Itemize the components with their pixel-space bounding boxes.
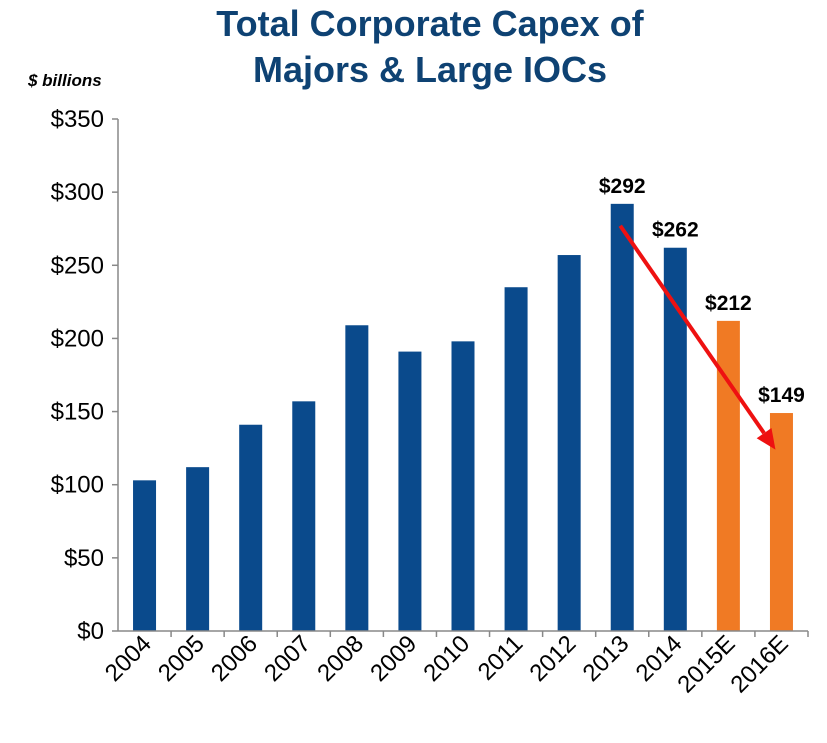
data-label-2015E: $212 — [705, 292, 752, 315]
x-tick-label: 2012 — [525, 630, 582, 687]
bar-2007 — [292, 401, 316, 631]
x-tick-label: 2005 — [153, 630, 210, 687]
chart-title-line-1: Total Corporate Capex of — [216, 3, 644, 44]
y-tick-label: $0 — [77, 618, 104, 645]
x-tick-label: 2009 — [365, 630, 422, 687]
data-labels: $292 $262 $212 $149 — [599, 175, 805, 407]
trend-arrow-head — [756, 428, 776, 450]
y-axis-ticks: $0 $50 $100 $150 $200 $250 $300 $350 — [51, 106, 118, 645]
bar-2014 — [663, 247, 687, 631]
x-axis-ticks: 2004200520062007200820092010201120122013… — [100, 630, 794, 698]
y-axis-unit-label: $ billions — [27, 71, 102, 90]
data-label-2016E: $149 — [758, 384, 805, 407]
y-tick-label: $350 — [51, 106, 104, 133]
y-tick-label: $300 — [51, 179, 104, 206]
x-tick-label: 2008 — [312, 630, 369, 687]
bar-2015E — [716, 320, 740, 631]
bars — [133, 203, 793, 632]
bar-2009 — [398, 351, 422, 631]
data-label-2014: $262 — [652, 219, 699, 242]
bar-2004 — [133, 480, 157, 631]
x-tick-label: 2015E — [672, 630, 740, 698]
y-tick-label: $200 — [51, 325, 104, 352]
bar-2013 — [610, 203, 634, 632]
bar-2011 — [504, 287, 528, 631]
data-label-2013: $292 — [599, 175, 646, 198]
bar-2012 — [557, 255, 581, 631]
x-tick-label: 2013 — [578, 630, 635, 687]
y-tick-label: $250 — [51, 252, 104, 279]
bar-2010 — [451, 341, 475, 631]
axes — [117, 119, 809, 637]
bar-2005 — [186, 467, 210, 631]
trend-arrow — [618, 224, 776, 450]
trend-arrow-shaft — [618, 224, 766, 435]
x-tick-label: 2010 — [418, 630, 475, 687]
y-tick-label: $50 — [64, 545, 104, 572]
chart-title-line-2: Majors & Large IOCs — [253, 49, 607, 90]
x-tick-label: 2016E — [726, 630, 794, 698]
x-tick-label: 2004 — [100, 630, 157, 687]
bar-2016E — [769, 413, 793, 631]
bar-2006 — [239, 424, 263, 631]
y-tick-label: $100 — [51, 472, 104, 499]
bar-2008 — [345, 325, 369, 631]
x-tick-label: 2007 — [259, 630, 316, 687]
y-tick-label: $150 — [51, 399, 104, 426]
x-tick-label: 2006 — [206, 630, 263, 687]
x-tick-label: 2011 — [473, 630, 529, 686]
